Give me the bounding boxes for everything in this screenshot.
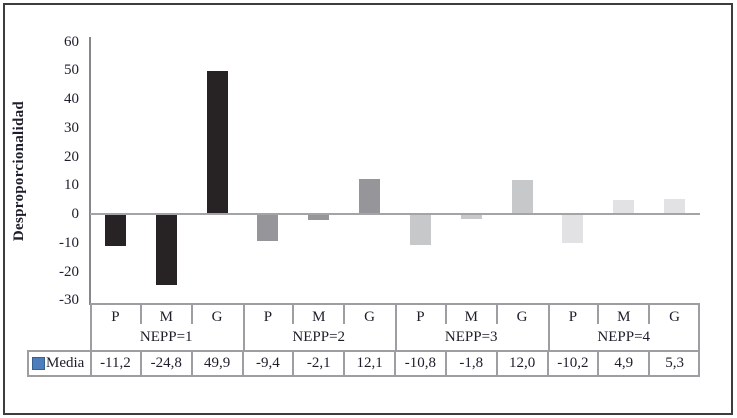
bar <box>511 179 533 214</box>
media-cell-divider <box>444 352 447 375</box>
category-cell: M <box>312 309 326 325</box>
bar <box>613 199 635 214</box>
media-cell-divider <box>292 352 295 375</box>
category-divider <box>190 305 193 324</box>
category-divider <box>597 305 600 324</box>
media-cell-divider <box>546 352 549 375</box>
bar <box>155 214 177 286</box>
media-cell-divider <box>343 352 346 375</box>
y-tick-label: -30 <box>59 292 79 309</box>
bar <box>664 198 686 214</box>
media-value-cell: 4,9 <box>614 355 634 371</box>
bar <box>257 214 279 242</box>
group-label-cell: NEPP=4 <box>597 329 651 345</box>
group-divider <box>242 303 245 350</box>
category-cell: G <box>516 309 528 325</box>
category-cell: G <box>364 309 375 325</box>
bar <box>409 214 431 246</box>
category-cell: P <box>111 309 120 325</box>
y-tick-label: 30 <box>64 119 79 136</box>
media-cell-divider <box>90 352 92 375</box>
category-divider <box>292 305 295 324</box>
category-cell: M <box>159 309 173 325</box>
bar <box>460 214 482 220</box>
category-divider <box>648 305 651 324</box>
media-cell-divider <box>597 352 600 375</box>
category-cell: G <box>211 309 223 325</box>
category-divider <box>343 305 346 324</box>
media-cell-divider <box>495 352 498 375</box>
table-right-border <box>698 303 700 350</box>
y-tick-label: 50 <box>64 62 79 79</box>
media-cell-divider <box>190 352 193 375</box>
media-value-cell: -10,8 <box>404 355 437 371</box>
y-tick-label: 0 <box>71 206 80 222</box>
y-axis-line <box>89 37 91 305</box>
media-cell-divider <box>648 352 651 375</box>
media-value-cell: 12,1 <box>356 355 383 371</box>
y-tick-label: 60 <box>64 33 79 50</box>
group-divider <box>395 303 397 350</box>
group-label-cell: NEPP=1 <box>139 329 193 345</box>
media-value-cell: -11,2 <box>100 355 131 371</box>
group-label-cell: NEPP=2 <box>292 329 346 345</box>
group-label-cell: NEPP=3 <box>444 329 498 345</box>
media-cell-divider <box>139 352 142 375</box>
media-cell-divider <box>241 352 244 375</box>
y-tick-label: 40 <box>64 91 79 107</box>
y-tick-label: 20 <box>64 148 79 165</box>
zero-baseline <box>90 213 700 215</box>
category-divider <box>495 305 498 324</box>
y-tick-label: -10 <box>59 234 79 251</box>
media-value-cell: 49,9 <box>203 355 231 371</box>
media-value-cell: -10,2 <box>557 355 589 371</box>
data-table-row: Media <box>27 350 700 377</box>
media-value-cell: 12,0 <box>508 355 536 371</box>
bar <box>359 179 381 214</box>
bar <box>206 70 228 214</box>
bar <box>104 214 126 247</box>
category-cell: G <box>669 309 680 325</box>
media-cell-divider <box>394 352 396 375</box>
media-value-cell: -9,4 <box>256 355 280 371</box>
category-cell: M <box>617 309 631 325</box>
category-divider <box>444 305 447 324</box>
bar <box>562 214 584 244</box>
bar <box>308 214 330 221</box>
category-cell: P <box>568 309 578 325</box>
legend-series-label: Media <box>46 355 85 371</box>
y-tick-label: 10 <box>64 177 79 194</box>
category-divider <box>139 305 142 324</box>
group-divider <box>547 303 550 350</box>
group-divider <box>90 303 92 350</box>
media-value-cell: -24,8 <box>150 355 182 371</box>
y-tick-label: -20 <box>59 263 79 280</box>
media-value-cell: -1,8 <box>459 355 484 371</box>
category-cell: M <box>464 309 478 325</box>
media-value-cell: 5,3 <box>665 355 684 371</box>
legend-key-icon <box>32 357 45 370</box>
y-axis-title: Desproporcionalidad <box>11 100 27 242</box>
category-cell: P <box>263 309 273 325</box>
media-value-cell: -2,1 <box>306 355 331 371</box>
category-cell: P <box>416 309 425 325</box>
